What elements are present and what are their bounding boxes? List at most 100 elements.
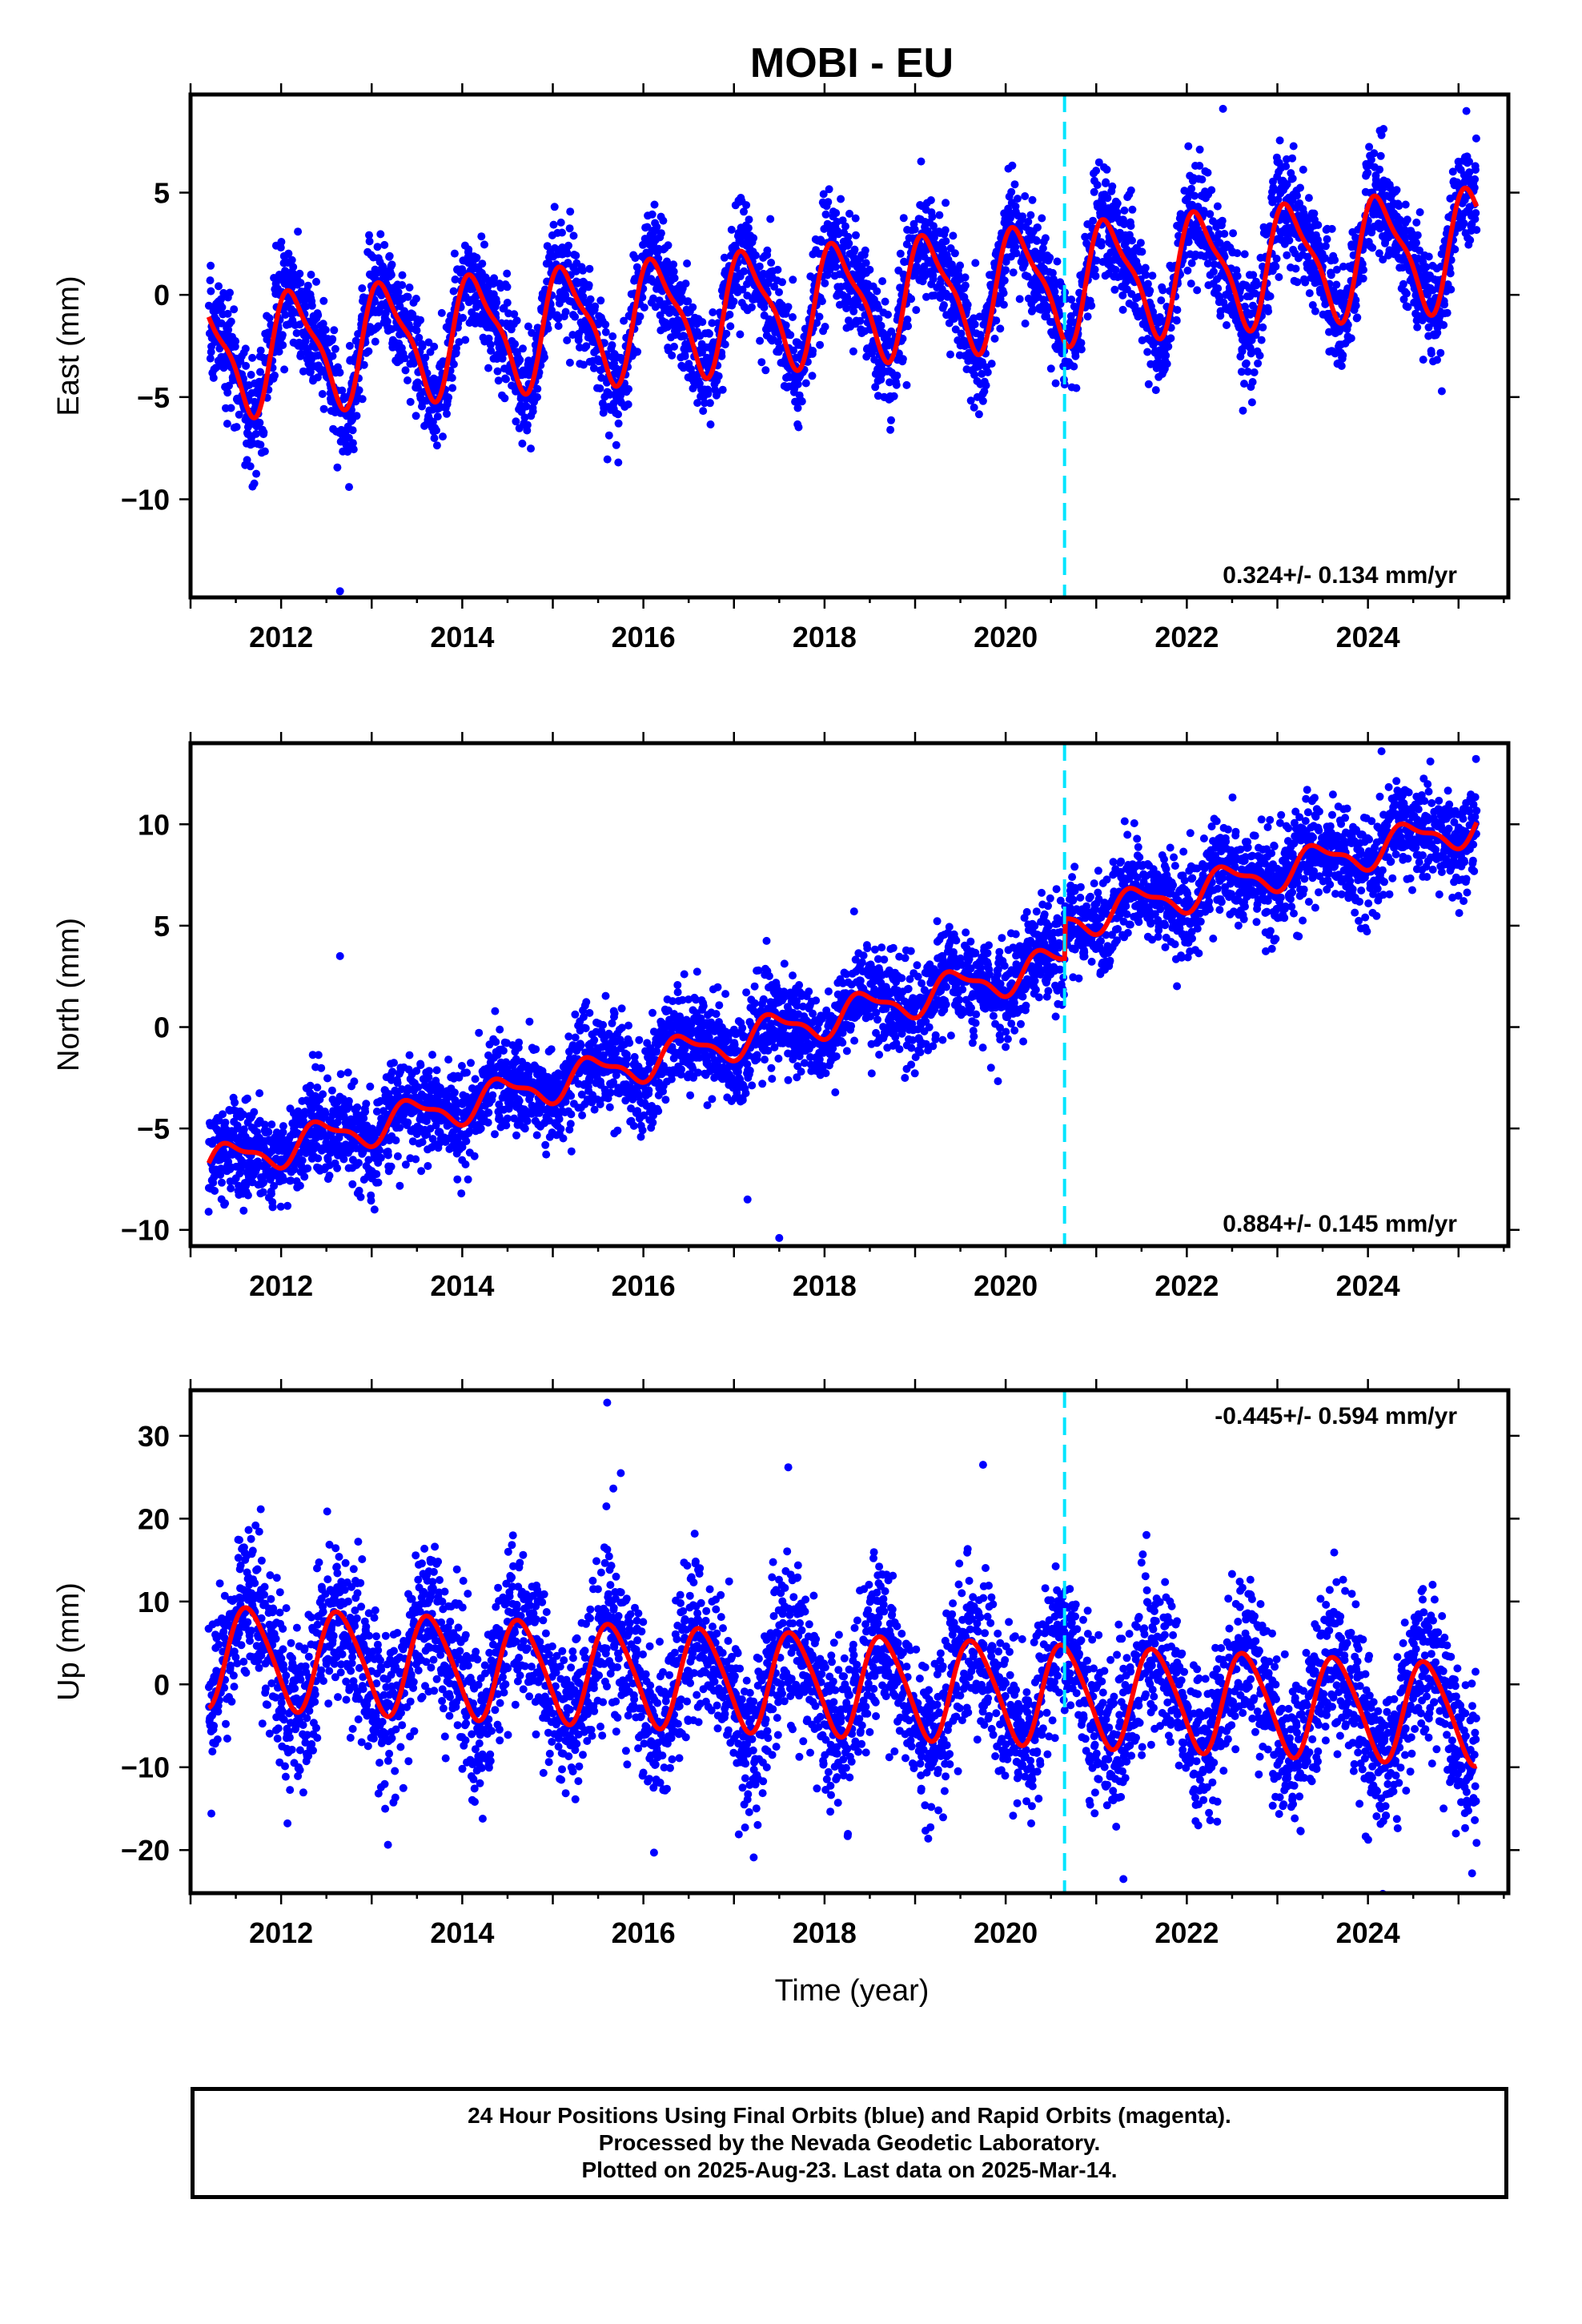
data-point	[1110, 285, 1119, 294]
data-point	[591, 302, 600, 311]
data-point	[705, 329, 713, 338]
data-point	[1209, 217, 1217, 226]
data-point	[211, 1187, 219, 1195]
data-point	[1015, 295, 1024, 304]
data-point	[527, 444, 535, 453]
data-point	[1379, 125, 1388, 133]
data-point	[990, 334, 999, 343]
data-point	[1470, 183, 1479, 192]
data-point	[755, 262, 764, 271]
data-point	[561, 291, 570, 300]
data-point	[775, 287, 783, 296]
data-point	[1092, 256, 1101, 265]
data-point	[227, 404, 235, 412]
data-point	[271, 371, 279, 380]
data-point	[1028, 195, 1037, 204]
data-point	[1206, 210, 1215, 219]
data-point	[216, 1171, 225, 1179]
data-point	[461, 336, 470, 344]
data-point	[259, 1178, 268, 1187]
data-point	[841, 222, 849, 231]
data-point	[221, 1118, 230, 1127]
data-point	[638, 293, 647, 302]
data-point	[1111, 266, 1120, 274]
data-point	[983, 368, 992, 376]
data-point	[503, 269, 512, 278]
data-point	[1002, 266, 1010, 275]
data-point	[1327, 271, 1335, 279]
data-point	[1415, 208, 1424, 216]
data-point	[1198, 175, 1207, 184]
data-point	[725, 310, 734, 319]
data-point	[215, 1116, 223, 1125]
data-point	[1024, 217, 1033, 226]
data-point	[259, 428, 268, 436]
data-point	[502, 375, 510, 384]
data-point	[283, 1201, 292, 1210]
data-point	[1052, 294, 1060, 303]
data-point	[1274, 195, 1283, 204]
y-tick-label: 0	[154, 279, 170, 312]
data-point	[912, 268, 920, 277]
data-point	[362, 1100, 371, 1108]
data-point	[999, 289, 1008, 297]
fit-line-east	[206, 185, 1480, 420]
data-point	[328, 335, 337, 344]
data-point	[1296, 183, 1304, 192]
data-point	[1248, 378, 1257, 386]
data-point	[455, 338, 464, 347]
data-point	[452, 344, 460, 352]
data-point	[949, 231, 958, 240]
data-point	[371, 337, 379, 346]
data-point	[1203, 168, 1212, 177]
data-point	[243, 1191, 252, 1200]
data-point	[218, 1178, 226, 1187]
data-point	[443, 409, 451, 418]
data-point	[1424, 252, 1433, 261]
data-point	[1424, 323, 1433, 332]
data-point	[1243, 368, 1252, 376]
data-point	[484, 364, 492, 372]
data-point	[406, 397, 415, 406]
data-point	[695, 379, 704, 388]
data-point	[849, 253, 858, 262]
data-point	[874, 315, 883, 324]
data-point	[813, 319, 821, 328]
data-point	[604, 431, 613, 440]
data-point	[935, 211, 944, 219]
data-point	[832, 209, 841, 217]
data-point	[1220, 230, 1229, 238]
data-point	[1213, 202, 1222, 211]
data-point	[1259, 223, 1268, 231]
data-point	[472, 253, 481, 262]
data-point	[330, 326, 339, 335]
data-point	[766, 215, 775, 223]
data-point	[683, 259, 692, 267]
data-point	[1375, 165, 1384, 174]
data-point	[1375, 224, 1384, 233]
data-point	[877, 376, 885, 384]
data-point	[714, 372, 723, 380]
data-point	[1453, 178, 1462, 187]
data-point	[1072, 384, 1081, 392]
data-point	[1215, 239, 1224, 247]
data-point	[1399, 279, 1407, 288]
data-point	[486, 340, 495, 349]
data-point	[1143, 279, 1152, 288]
data-point	[878, 277, 887, 286]
data-point	[449, 287, 458, 296]
data-point	[503, 283, 512, 292]
data-point	[511, 340, 520, 348]
data-point	[1237, 368, 1246, 376]
data-point	[1275, 273, 1283, 281]
data-point	[786, 331, 795, 340]
data-point	[533, 384, 542, 393]
data-point	[1272, 255, 1281, 263]
data-point	[328, 352, 337, 360]
data-point	[1046, 253, 1054, 262]
data-point	[204, 1208, 213, 1216]
data-point	[1141, 263, 1150, 272]
data-point	[821, 279, 829, 287]
data-point	[1250, 368, 1259, 376]
data-point	[558, 228, 566, 237]
